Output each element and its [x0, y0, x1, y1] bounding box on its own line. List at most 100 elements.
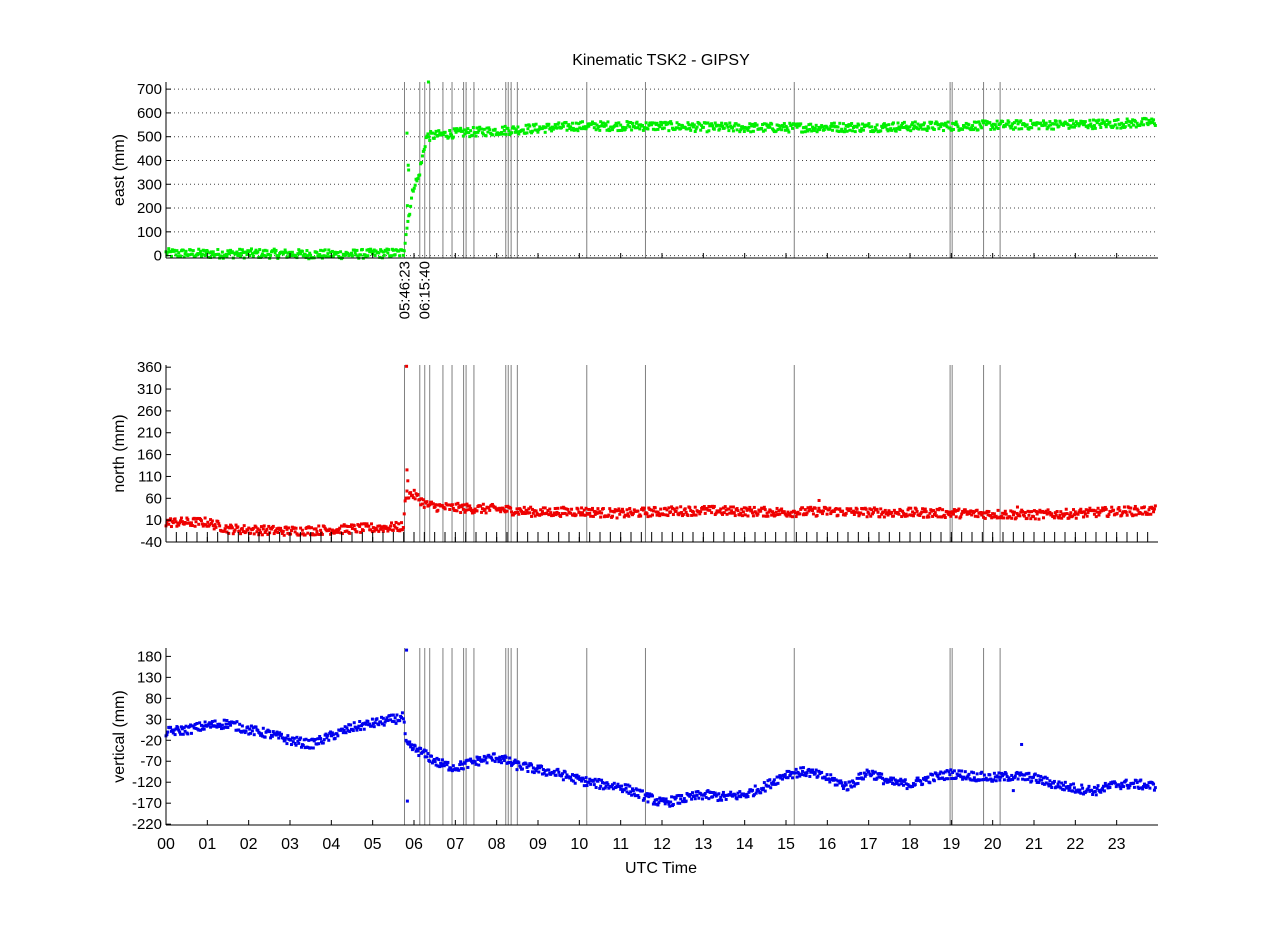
data-point	[284, 250, 288, 254]
data-point	[959, 775, 963, 779]
data-point	[686, 121, 690, 125]
data-point	[360, 247, 364, 251]
data-point	[189, 248, 193, 252]
data-point	[674, 796, 678, 800]
data-point	[577, 775, 581, 779]
data-point	[499, 132, 503, 136]
data-point	[790, 510, 794, 514]
data-point	[718, 798, 722, 802]
data-point	[214, 525, 218, 529]
data-point	[984, 123, 988, 127]
data-point	[455, 127, 459, 131]
data-point	[343, 530, 347, 534]
data-point	[1144, 117, 1148, 121]
data-point	[628, 784, 632, 788]
data-point	[315, 530, 319, 534]
data-point	[601, 121, 605, 125]
data-point	[777, 509, 781, 513]
data-point	[344, 731, 348, 735]
data-point	[920, 123, 924, 127]
data-point	[635, 120, 639, 124]
data-point	[414, 749, 418, 753]
data-point	[314, 527, 318, 531]
data-point	[1139, 511, 1143, 515]
data-point	[356, 254, 360, 258]
data-point	[487, 753, 491, 757]
data-point	[861, 128, 865, 132]
data-point	[352, 248, 356, 252]
data-point	[373, 721, 377, 725]
data-point	[783, 128, 787, 132]
data-point	[366, 254, 370, 258]
data-point	[171, 731, 175, 735]
data-point	[1056, 782, 1060, 786]
data-point	[650, 513, 654, 517]
data-point	[1085, 124, 1089, 128]
data-point	[313, 737, 317, 741]
data-point	[269, 253, 273, 257]
data-series	[164, 364, 1157, 537]
data-point	[815, 130, 819, 134]
data-point	[1148, 786, 1152, 790]
data-point	[1011, 510, 1015, 514]
data-point	[248, 254, 252, 258]
data-point	[435, 756, 439, 760]
data-point	[513, 758, 517, 762]
data-point	[182, 522, 186, 526]
data-point	[376, 524, 380, 528]
data-point	[695, 125, 699, 129]
data-point	[413, 497, 417, 501]
data-point	[329, 532, 333, 536]
data-point	[223, 725, 227, 729]
data-point	[698, 122, 702, 126]
data-point	[208, 251, 212, 255]
data-point	[869, 514, 873, 518]
data-point	[473, 760, 477, 764]
data-point	[576, 507, 580, 511]
data-point	[202, 727, 206, 731]
data-point	[217, 724, 221, 728]
data-point	[300, 249, 304, 253]
y-tick-label: 700	[137, 81, 162, 98]
data-point	[572, 773, 576, 777]
data-point	[1072, 125, 1076, 129]
data-point	[743, 513, 747, 517]
data-point	[620, 784, 624, 788]
data-point	[1080, 121, 1084, 125]
data-point	[1142, 505, 1146, 509]
data-point	[411, 496, 415, 500]
data-point	[292, 736, 296, 740]
data-point	[460, 505, 464, 509]
data-point	[863, 774, 867, 778]
data-point	[1126, 119, 1130, 123]
data-point	[350, 251, 354, 255]
data-point	[1025, 123, 1029, 127]
data-point	[879, 775, 883, 779]
data-point	[1153, 786, 1157, 790]
data-point	[275, 527, 279, 531]
data-point	[600, 781, 604, 785]
data-point	[936, 123, 940, 127]
data-point	[706, 508, 710, 512]
data-point	[872, 506, 876, 510]
data-point	[791, 515, 795, 519]
data-point	[1102, 120, 1106, 124]
data-point	[710, 511, 714, 515]
data-point	[586, 512, 590, 516]
data-point	[1139, 122, 1143, 126]
data-point	[1049, 123, 1053, 127]
data-point	[1052, 781, 1056, 785]
data-point	[861, 777, 865, 781]
data-point	[719, 124, 723, 128]
data-point	[1117, 783, 1121, 787]
data-point	[729, 790, 733, 794]
data-point	[466, 765, 470, 769]
x-tick-label: 03	[281, 836, 299, 853]
data-point	[378, 255, 382, 259]
data-point	[668, 804, 672, 808]
data-point	[661, 513, 665, 517]
data-point	[1081, 786, 1085, 790]
data-point	[579, 777, 583, 781]
data-point	[260, 533, 264, 537]
